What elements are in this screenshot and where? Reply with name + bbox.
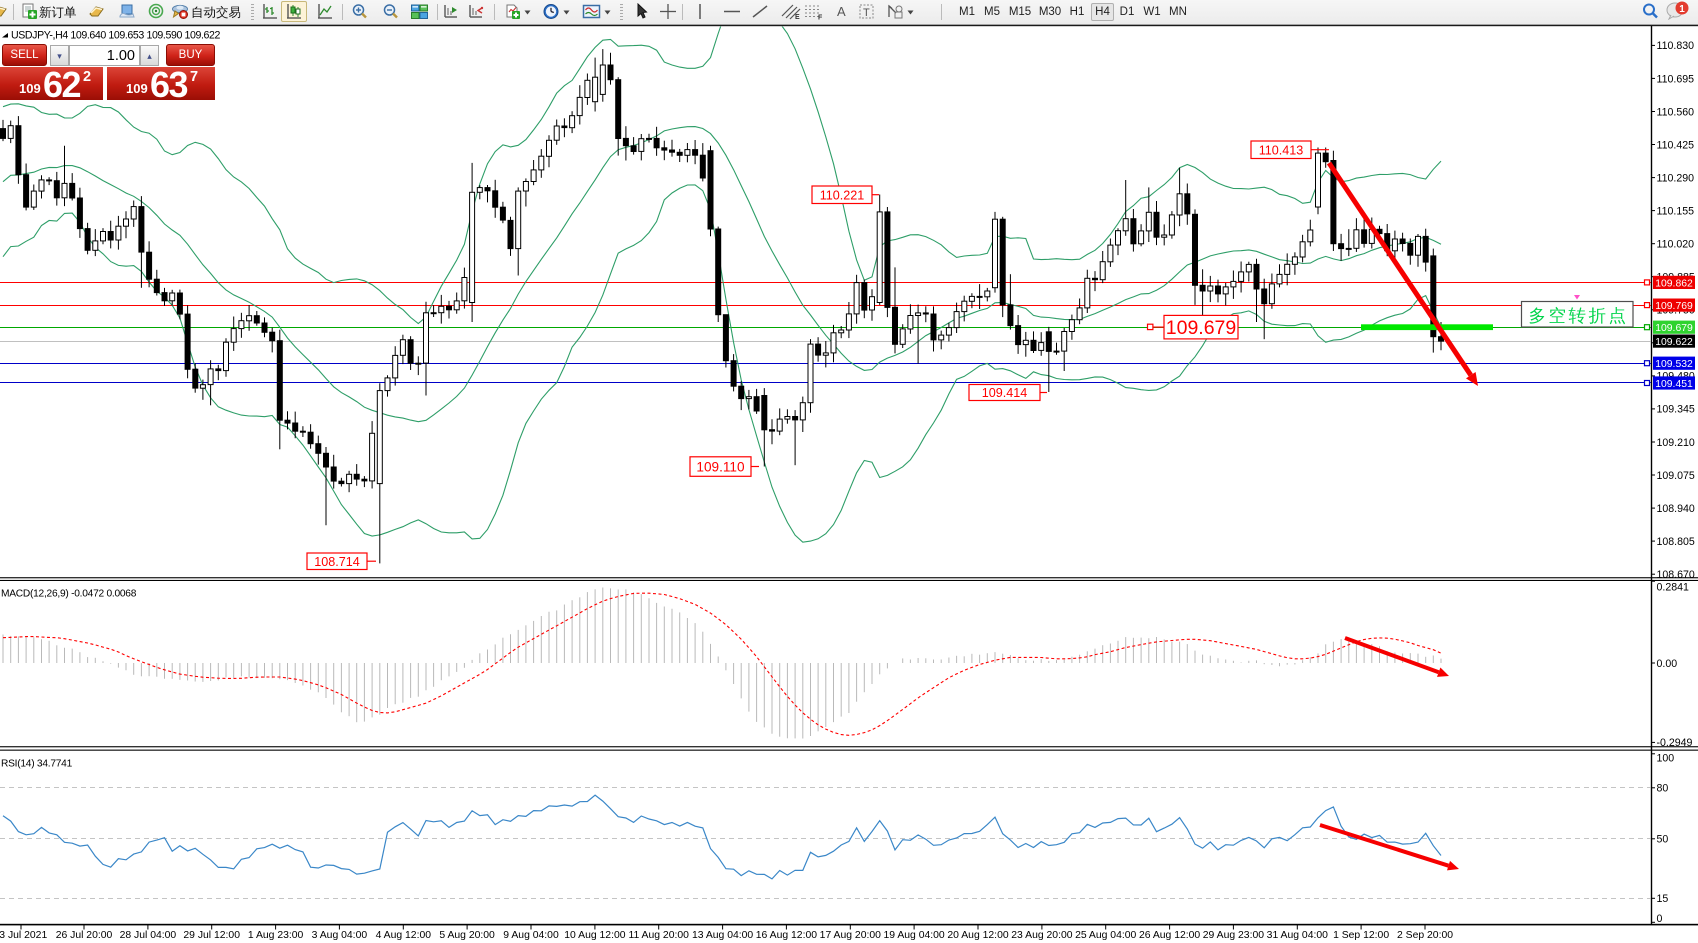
svg-text:E: E (795, 14, 800, 20)
svg-text:16 Aug 12:00: 16 Aug 12:00 (756, 930, 817, 941)
svg-text:T: T (863, 7, 870, 19)
svg-text:1 Aug 23:00: 1 Aug 23:00 (248, 930, 304, 941)
svg-text:F: F (818, 15, 823, 21)
svg-text:109.679: 109.679 (1655, 323, 1693, 334)
svg-text:108.714: 108.714 (314, 555, 360, 569)
svg-text:MACD(12,26,9) -0.0472 0.0068: MACD(12,26,9) -0.0472 0.0068 (1, 589, 137, 600)
svg-text:17 Aug 20:00: 17 Aug 20:00 (820, 930, 881, 941)
svg-text:1: 1 (1679, 4, 1685, 15)
svg-text:A: A (837, 4, 846, 19)
svg-text:100: 100 (1657, 752, 1675, 764)
svg-text:109.862: 109.862 (1655, 278, 1693, 289)
svg-text:109.622: 109.622 (1655, 337, 1693, 348)
svg-text:3 Aug 04:00: 3 Aug 04:00 (312, 930, 368, 941)
svg-text:110.020: 110.020 (1657, 239, 1695, 251)
svg-text:109.414: 109.414 (982, 386, 1028, 400)
svg-text:4 Aug 12:00: 4 Aug 12:00 (376, 930, 432, 941)
svg-text:26 Jul 20:00: 26 Jul 20:00 (56, 930, 113, 941)
svg-text:0: 0 (1657, 913, 1663, 925)
svg-text:25 Aug 04:00: 25 Aug 04:00 (1075, 930, 1136, 941)
svg-text:110.830: 110.830 (1657, 40, 1695, 52)
svg-text:80: 80 (1657, 783, 1669, 795)
svg-text:26 Aug 12:00: 26 Aug 12:00 (1139, 930, 1200, 941)
svg-text:2 Sep 20:00: 2 Sep 20:00 (1397, 930, 1453, 941)
svg-text:110.695: 110.695 (1657, 73, 1695, 85)
svg-text:50: 50 (1657, 834, 1669, 846)
svg-text:0.2841: 0.2841 (1657, 581, 1690, 593)
svg-text:23 Jul 2021: 23 Jul 2021 (0, 930, 47, 941)
svg-text:29 Jul 12:00: 29 Jul 12:00 (183, 930, 240, 941)
svg-text:110.413: 110.413 (1259, 143, 1304, 157)
svg-text:110.290: 110.290 (1657, 172, 1695, 184)
svg-text:28 Jul 04:00: 28 Jul 04:00 (120, 930, 177, 941)
svg-text:13 Aug 04:00: 13 Aug 04:00 (692, 930, 753, 941)
svg-text:109.110: 109.110 (696, 459, 745, 474)
svg-text:109.075: 109.075 (1657, 470, 1695, 482)
svg-text:USDJPY-,H4 109.640 109.653 10: USDJPY-,H4 109.640 109.653 109.590 109.6… (11, 30, 220, 42)
svg-text:0.00: 0.00 (1657, 658, 1678, 670)
svg-text:11 Aug 20:00: 11 Aug 20:00 (628, 930, 689, 941)
svg-text:109.532: 109.532 (1655, 359, 1693, 370)
svg-text:RSI(14) 34.7741: RSI(14) 34.7741 (1, 759, 73, 770)
svg-text:19 Aug 04:00: 19 Aug 04:00 (883, 930, 944, 941)
svg-text:108.805: 108.805 (1657, 536, 1695, 548)
svg-text:29 Aug 23:00: 29 Aug 23:00 (1203, 930, 1264, 941)
svg-text:109.679: 109.679 (1166, 317, 1237, 339)
svg-text:110.221: 110.221 (820, 188, 865, 202)
svg-text:9 Aug 04:00: 9 Aug 04:00 (503, 930, 559, 941)
svg-text:109.769: 109.769 (1655, 301, 1693, 312)
svg-text:109.451: 109.451 (1655, 379, 1693, 390)
svg-text:108.670: 108.670 (1657, 569, 1695, 581)
svg-text:110.425: 110.425 (1657, 139, 1695, 151)
svg-text:110.155: 110.155 (1657, 206, 1695, 218)
svg-text:5 Aug 20:00: 5 Aug 20:00 (439, 930, 495, 941)
svg-text:31 Aug 04:00: 31 Aug 04:00 (1267, 930, 1328, 941)
svg-text:10 Aug 12:00: 10 Aug 12:00 (564, 930, 625, 941)
svg-text:-0.2949: -0.2949 (1657, 737, 1693, 749)
svg-text:109.345: 109.345 (1657, 404, 1695, 416)
svg-text:1 Sep 12:00: 1 Sep 12:00 (1333, 930, 1389, 941)
svg-text:20 Aug 12:00: 20 Aug 12:00 (947, 930, 1008, 941)
svg-text:23 Aug 20:00: 23 Aug 20:00 (1011, 930, 1072, 941)
svg-text:108.940: 108.940 (1657, 503, 1695, 515)
svg-text:109.210: 109.210 (1657, 437, 1695, 449)
svg-text:15: 15 (1657, 893, 1669, 905)
svg-text:110.560: 110.560 (1657, 106, 1695, 118)
